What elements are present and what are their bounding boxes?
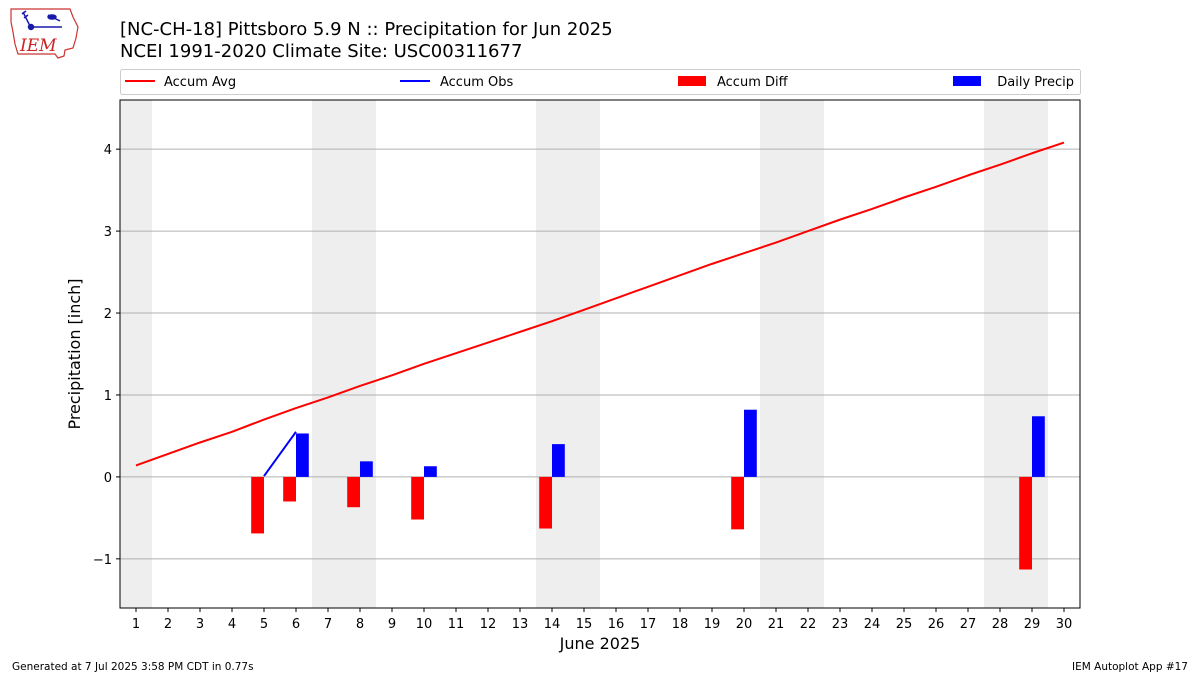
x-tick-label: 4 <box>228 617 236 632</box>
x-tick-label: 23 <box>832 617 849 632</box>
y-axis: −1 0 1 2 3 4 <box>93 143 120 568</box>
x-tick-label: 8 <box>356 617 364 632</box>
weather-station-icon <box>21 10 62 31</box>
weekend-band <box>120 100 152 608</box>
legend-swatch-accum-diff <box>678 76 706 86</box>
line-series <box>135 141 1065 477</box>
x-tick-label: 9 <box>388 617 396 632</box>
y-tick-label: 2 <box>104 307 112 322</box>
x-tick-label: 28 <box>992 617 1009 632</box>
x-tick-label: 11 <box>448 617 465 632</box>
x-tick-label: 25 <box>896 617 913 632</box>
x-axis: 1 2 3 4 5 6 7 8 9 10 11 12 13 14 15 16 17 18 19 20 21 22 23 24 2… <box>132 608 1072 632</box>
x-tick-label: 26 <box>928 617 945 632</box>
accum-diff-bar <box>347 476 360 508</box>
x-tick-label: 1 <box>132 617 140 632</box>
legend-label-accum-obs: Accum Obs <box>440 75 513 90</box>
x-tick-label: 19 <box>704 617 721 632</box>
legend-swatch-daily-precip <box>953 76 981 86</box>
iem-logo-text: IEM <box>19 36 57 56</box>
x-tick-label: 6 <box>292 617 300 632</box>
app-credit: IEM Autoplot App #17 <box>1072 661 1188 673</box>
daily-precip-bar <box>424 466 437 477</box>
accum-diff-bar <box>731 476 744 530</box>
iowa-state-outline <box>10 8 79 59</box>
x-tick-label: 3 <box>196 617 204 632</box>
x-tick-label: 15 <box>576 617 593 632</box>
chart-title: [NC-CH-18] Pittsboro 5.9 N :: Precipitat… <box>120 19 613 40</box>
weekend-band <box>536 100 600 608</box>
gridlines <box>120 148 1080 560</box>
y-tick-label: −1 <box>93 553 112 568</box>
x-tick-label: 10 <box>416 617 433 632</box>
x-tick-label: 13 <box>512 617 529 632</box>
x-tick-label: 27 <box>960 617 977 632</box>
legend-box <box>120 69 1081 95</box>
accum-diff-bar <box>411 476 424 520</box>
accum-diff-bar <box>539 476 552 529</box>
x-tick-label: 17 <box>640 617 657 632</box>
legend: Accum Avg Accum Obs Accum Diff Daily Pre… <box>120 69 1081 95</box>
x-tick-label: 18 <box>672 617 689 632</box>
y-tick-label: 3 <box>104 225 112 240</box>
generated-timestamp: Generated at 7 Jul 2025 3:58 PM CDT in 0… <box>12 661 254 673</box>
x-tick-label: 24 <box>864 617 881 632</box>
y-tick-label: 1 <box>104 389 112 404</box>
x-tick-label: 2 <box>164 617 172 632</box>
weekend-band <box>984 100 1048 608</box>
plot-frame <box>119 99 1081 609</box>
y-tick-label: 0 <box>104 471 112 486</box>
accum-avg-line <box>135 141 1065 467</box>
x-tick-label: 5 <box>260 617 268 632</box>
weekend-band <box>760 100 824 608</box>
daily-precip-bar <box>296 433 309 477</box>
y-tick-label: 4 <box>104 143 112 158</box>
x-tick-label: 14 <box>544 617 561 632</box>
bar-series <box>251 409 1045 570</box>
x-tick-label: 12 <box>480 617 497 632</box>
x-tick-label: 29 <box>1024 617 1041 632</box>
weekend-band <box>312 100 376 608</box>
y-axis-label: Precipitation [inch] <box>65 278 84 429</box>
daily-precip-bar <box>1032 416 1045 477</box>
accum-diff-bar <box>283 476 296 502</box>
daily-precip-bar <box>744 409 757 477</box>
iem-logo: IEM <box>10 8 79 59</box>
accum-obs-line <box>263 431 297 477</box>
chart-subtitle: NCEI 1991-2020 Climate Site: USC00311677 <box>120 41 522 62</box>
daily-precip-bar <box>360 461 373 477</box>
x-tick-label: 21 <box>768 617 785 632</box>
x-tick-label: 30 <box>1056 617 1073 632</box>
legend-label-accum-diff: Accum Diff <box>717 75 789 90</box>
x-tick-label: 16 <box>608 617 625 632</box>
x-tick-label: 7 <box>324 617 332 632</box>
accum-diff-bar <box>1019 476 1032 570</box>
x-axis-label: June 2025 <box>559 634 641 653</box>
legend-label-daily-precip: Daily Precip <box>997 75 1074 90</box>
daily-precip-bar <box>552 444 565 477</box>
x-tick-label: 22 <box>800 617 817 632</box>
accum-diff-bar <box>251 476 264 534</box>
legend-label-accum-avg: Accum Avg <box>164 75 236 90</box>
x-tick-label: 20 <box>736 617 753 632</box>
